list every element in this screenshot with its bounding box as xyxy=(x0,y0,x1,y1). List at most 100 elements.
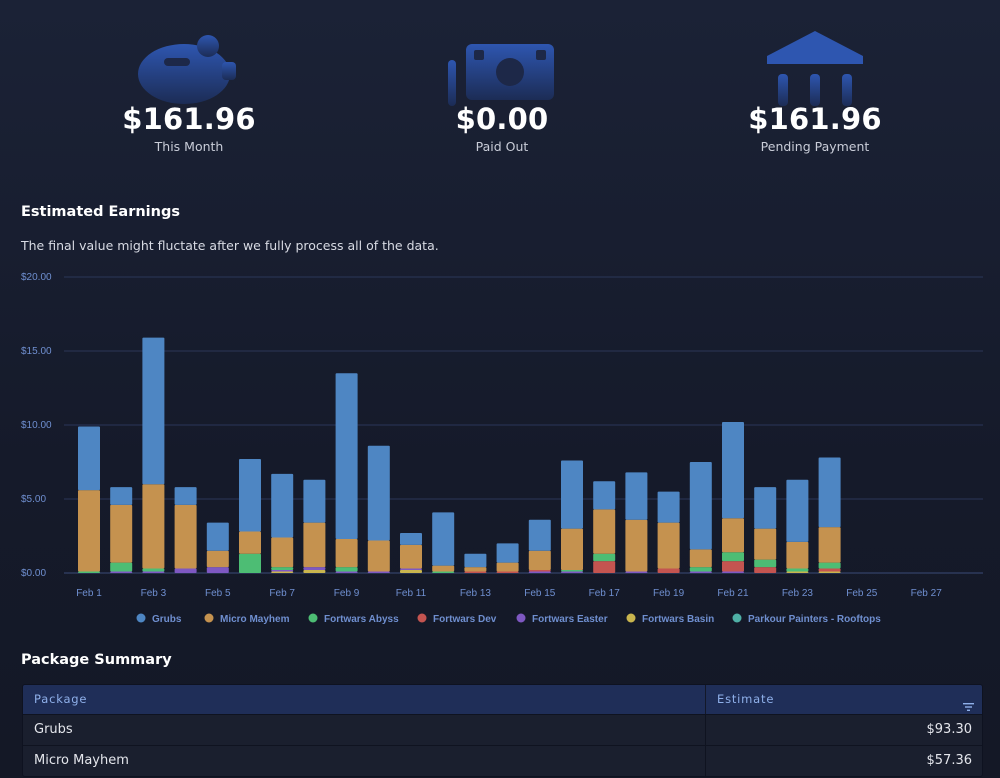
pending-payment-value: $161.96 xyxy=(748,102,882,136)
bar-segment xyxy=(722,571,744,573)
bar-segment xyxy=(110,504,133,563)
bar-segment xyxy=(657,522,680,569)
earnings-chart: $0.00 $5.00 $10.00 $15.00 $20.00 Feb 1 Feb 3 Fe… xyxy=(21,272,983,625)
bar-segment xyxy=(335,538,358,568)
this-month-label: This Month xyxy=(154,139,224,154)
bar-segment xyxy=(239,553,261,573)
legend-marker xyxy=(204,613,214,623)
bar-segment xyxy=(400,533,422,545)
bar-segment xyxy=(78,426,100,491)
x-tick-label: Feb 5 xyxy=(205,588,231,599)
bar-segment xyxy=(206,550,229,568)
estimated-earnings-subtitle: The final value might fluctate after we … xyxy=(21,238,439,253)
legend-marker xyxy=(516,613,526,623)
estimated-earnings-title: Estimated Earnings xyxy=(21,204,180,220)
filter-icon[interactable] xyxy=(963,694,974,723)
bar-segment xyxy=(142,484,165,569)
x-tick-label: Feb 1 xyxy=(76,588,102,599)
x-tick-label: Feb 15 xyxy=(524,588,556,599)
bar-segment xyxy=(271,571,294,573)
bar-segment xyxy=(689,567,712,572)
bar-segment xyxy=(174,487,197,505)
bar-segment xyxy=(722,561,744,572)
table-row[interactable]: Grubs $93.30 xyxy=(23,714,982,745)
bar-segment xyxy=(689,571,712,573)
bank-icon xyxy=(705,28,925,106)
bar-segment xyxy=(818,527,841,563)
bar-segment xyxy=(818,562,841,569)
x-tick-label: Feb 25 xyxy=(846,588,878,599)
y-tick-label: $0.00 xyxy=(21,568,46,579)
bar-segment xyxy=(528,519,551,551)
bar-segment xyxy=(722,422,744,519)
bar-segment xyxy=(657,491,680,523)
bar-segment xyxy=(367,540,390,572)
bar-segment xyxy=(689,549,712,568)
bar-segment xyxy=(689,462,712,550)
bar-segment xyxy=(496,571,519,573)
bar-segment xyxy=(142,571,165,573)
legend-label: Micro Mayhem xyxy=(220,614,290,625)
y-tick-label: $10.00 xyxy=(21,420,52,431)
bar-segment xyxy=(303,567,326,571)
legend-label: Fortwars Basin xyxy=(642,614,714,625)
estimate-cell: $93.30 xyxy=(926,722,973,737)
bar-segment xyxy=(464,567,487,572)
bar-segment xyxy=(110,562,133,572)
bar-segment xyxy=(625,571,648,573)
bar-segment xyxy=(78,490,100,572)
x-tick-label: Feb 9 xyxy=(334,588,360,599)
column-header-package[interactable]: Package xyxy=(23,685,706,714)
bar-segment xyxy=(818,571,841,573)
y-tick-label: $5.00 xyxy=(21,494,46,505)
bar-segment xyxy=(593,509,616,554)
table-row[interactable]: Micro Mayhem $57.36 xyxy=(23,745,982,776)
x-tick-label: Feb 11 xyxy=(396,588,427,599)
package-summary-title: Package Summary xyxy=(21,652,172,668)
bar-segment xyxy=(561,460,583,529)
bar-segment xyxy=(239,531,261,554)
bar-segment xyxy=(464,571,487,573)
bar-segment xyxy=(722,518,744,553)
x-tick-label: Feb 17 xyxy=(589,588,621,599)
bar-segment xyxy=(786,568,809,572)
bar-segment xyxy=(593,481,616,510)
bar-segment xyxy=(335,373,358,539)
legend-marker xyxy=(308,613,318,623)
bar-segment xyxy=(496,543,519,563)
bar-segment xyxy=(593,553,616,562)
stat-pending-payment: $161.96 Pending Payment xyxy=(705,28,925,154)
bar-segment xyxy=(271,537,294,568)
bar-segment xyxy=(786,571,809,573)
x-tick-label: Feb 13 xyxy=(460,588,492,599)
bar-segment xyxy=(754,559,777,568)
bar-segment xyxy=(818,568,841,572)
bar-segment xyxy=(625,519,648,572)
bar-segment xyxy=(206,567,229,573)
bar-segment xyxy=(142,568,165,572)
column-header-estimate-label: Estimate xyxy=(717,692,775,706)
bar-segment xyxy=(432,565,455,572)
bar-segment xyxy=(174,504,197,569)
bar-segment xyxy=(367,445,390,541)
bar-segment xyxy=(432,571,455,573)
bar-segment xyxy=(303,479,326,523)
bar-segment xyxy=(110,487,133,505)
estimate-cell: $57.36 xyxy=(926,753,973,768)
bar-segment xyxy=(400,568,422,571)
legend-label: Parkour Painters - Rooftops xyxy=(748,614,881,625)
bar-segment xyxy=(367,571,390,573)
x-tick-label: Feb 27 xyxy=(911,588,943,599)
bar-segment xyxy=(722,552,744,562)
y-tick-label: $15.00 xyxy=(21,346,52,357)
bar-segment xyxy=(78,571,100,573)
package-summary-table: Package Estimate Grubs $93.30 Micro Mayh… xyxy=(22,684,983,777)
x-tick-label: Feb 3 xyxy=(141,588,167,599)
column-header-estimate[interactable]: Estimate xyxy=(706,685,982,714)
legend-marker xyxy=(732,613,742,623)
bar-segment xyxy=(142,337,165,485)
bar-segment xyxy=(400,570,422,573)
x-tick-label: Feb 23 xyxy=(782,588,814,599)
bar-segment xyxy=(561,570,583,572)
bar-segment xyxy=(528,550,551,571)
